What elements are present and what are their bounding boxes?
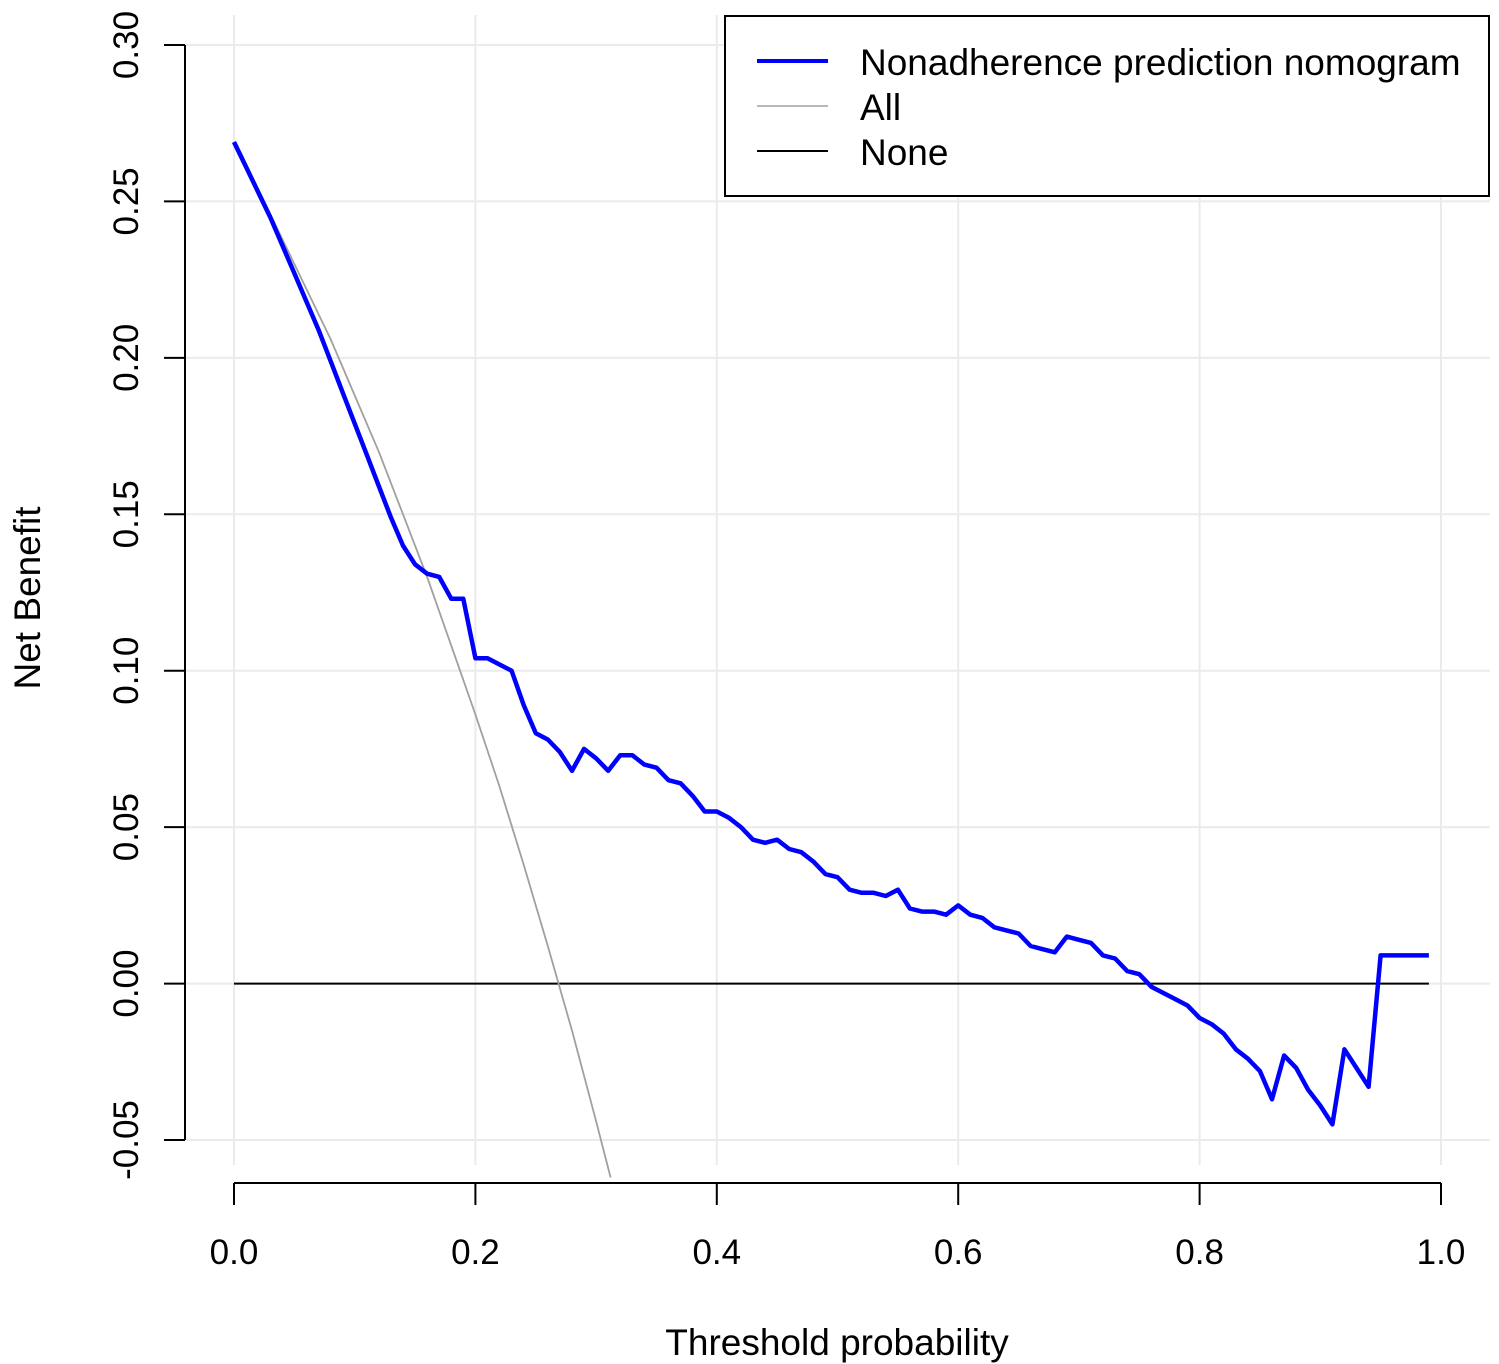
y-tick-label: 0.25 [107,167,146,235]
legend-label-nomogram: Nonadherence prediction nomogram [860,42,1461,83]
x-tick-label: 0.2 [451,1233,500,1272]
series-line-all [233,141,612,1178]
y-tick-label: 0.30 [107,11,146,79]
x-tick-label: 0.0 [210,1233,259,1272]
series-line-nomogram [231,141,1429,1127]
legend-label-none: None [860,132,948,173]
y-tick-label: -0.05 [107,1100,146,1180]
series-layer [231,141,1429,1178]
legend-label-all: All [860,87,901,128]
x-tick-label: 0.8 [1175,1233,1224,1272]
y-tick-label: 0.05 [107,793,146,861]
legend: Nonadherence prediction nomogram All Non… [724,15,1490,197]
legend-box [724,15,1490,197]
y-tick-label: 0.00 [107,950,146,1018]
axes: -0.05 0.00 0.05 0.10 0.15 0.20 0.25 0.30 0.0 0.2 0… [107,11,1465,1272]
x-tick-label: 0.6 [934,1233,983,1272]
y-tick-label: 0.10 [107,637,146,705]
y-axis-label: Net Benefit [7,506,48,690]
y-tick-label: 0.15 [107,480,146,548]
x-tick-label: 1.0 [1417,1233,1466,1272]
x-tick-label: 0.4 [692,1233,741,1272]
y-tick-label: 0.20 [107,324,146,392]
x-axis-label: Threshold probability [665,1322,1009,1363]
